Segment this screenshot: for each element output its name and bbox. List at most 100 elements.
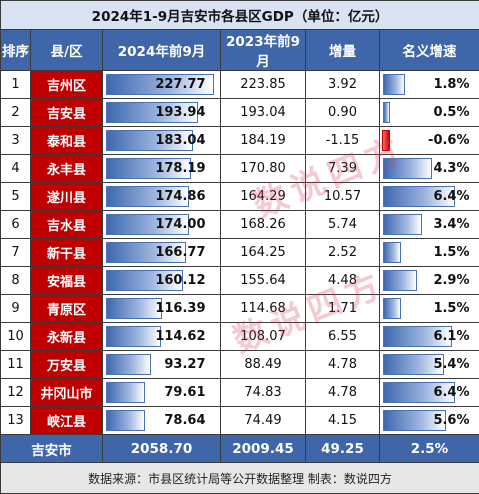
growth-rate-cell: 0.5% (379, 98, 479, 127)
gdp-bar (106, 214, 189, 235)
county-name-cell: 泰和县 (30, 126, 103, 155)
footer-row: 数据来源：市县区统计局等公开数据整理 制表：数说四方 (0, 462, 479, 494)
table-row: 12 井冈山市 79.61 74.83 4.78 6.4% (0, 378, 479, 407)
value-2024: 116.39 (155, 301, 206, 316)
header-2024: 2024年前9月 (102, 29, 221, 71)
value-2024-cell: 116.39 (102, 294, 221, 323)
gdp-bar (106, 102, 198, 123)
total-2024: 2058.70 (102, 434, 221, 463)
gdp-bar (106, 270, 183, 291)
increase-cell: 4.78 (305, 378, 380, 407)
rank-cell: 3 (0, 126, 31, 155)
growth-rate-cell: 5.6% (379, 406, 479, 435)
growth-bar (383, 270, 417, 291)
growth-rate: -0.6% (428, 133, 470, 148)
growth-rate-cell: 6.1% (379, 322, 479, 351)
growth-rate-cell: 6.4% (379, 378, 479, 407)
county-name-cell: 青原区 (30, 294, 103, 323)
county-name-cell: 永新县 (30, 322, 103, 351)
growth-bar (383, 298, 401, 319)
value-2024: 227.77 (155, 77, 206, 92)
growth-rate-cell: 5.4% (379, 350, 479, 379)
value-2024-cell: 160.12 (102, 266, 221, 295)
rank-cell: 8 (0, 266, 31, 295)
value-2023-cell: 88.49 (220, 350, 306, 379)
value-2023-cell: 74.83 (220, 378, 306, 407)
value-2024-cell: 178.19 (102, 154, 221, 183)
growth-bar (382, 130, 390, 151)
county-name-cell: 新干县 (30, 238, 103, 267)
county-name-cell: 吉州区 (30, 70, 103, 99)
value-2024-cell: 93.27 (102, 350, 221, 379)
growth-rate-cell: 1.5% (379, 238, 479, 267)
header-county: 县/区 (30, 29, 103, 71)
table-row: 11 万安县 93.27 88.49 4.78 5.4% (0, 350, 479, 379)
value-2023-cell: 223.85 (220, 70, 306, 99)
header-growth: 名义增速 (379, 29, 479, 71)
value-2023-cell: 184.19 (220, 126, 306, 155)
value-2024-cell: 114.62 (102, 322, 221, 351)
title-row: 2024年1-9月吉安市各县区GDP（单位：亿元） (0, 0, 479, 30)
total-rate: 2.5% (379, 434, 479, 463)
growth-rate: 5.4% (433, 357, 470, 372)
rank-cell: 1 (0, 70, 31, 99)
increase-cell: 10.57 (305, 182, 380, 211)
growth-rate: 1.5% (433, 301, 470, 316)
value-2023-cell: 155.64 (220, 266, 306, 295)
table-row: 4 永丰县 178.19 170.80 7.39 4.3% (0, 154, 479, 183)
value-2024-cell: 174.00 (102, 210, 221, 239)
value-2023-cell: 168.26 (220, 210, 306, 239)
increase-cell: 7.39 (305, 154, 380, 183)
growth-rate: 0.5% (433, 105, 470, 120)
value-2024: 93.27 (164, 357, 206, 372)
increase-cell: 2.52 (305, 238, 380, 267)
increase-cell: 4.15 (305, 406, 380, 435)
value-2023-cell: 164.25 (220, 238, 306, 267)
growth-bar (383, 74, 405, 95)
increase-cell: 4.48 (305, 266, 380, 295)
growth-bar (383, 382, 455, 403)
growth-rate: 4.3% (433, 161, 470, 176)
value-2024: 78.64 (164, 413, 206, 428)
value-2024: 166.77 (155, 245, 206, 260)
table-row: 13 峡江县 78.64 74.49 4.15 5.6% (0, 406, 479, 435)
value-2024-cell: 78.64 (102, 406, 221, 435)
growth-bar (383, 186, 455, 207)
growth-rate-cell: -0.6% (379, 126, 479, 155)
increase-cell: 3.92 (305, 70, 380, 99)
table-row: 7 新干县 166.77 164.25 2.52 1.5% (0, 238, 479, 267)
value-2024: 183.04 (155, 133, 206, 148)
county-name-cell: 峡江县 (30, 406, 103, 435)
header-rank: 排序 (0, 29, 31, 71)
gdp-bar (106, 74, 214, 95)
value-2023-cell: 114.68 (220, 294, 306, 323)
growth-bar (383, 326, 452, 347)
value-2024: 193.94 (155, 105, 206, 120)
increase-cell: -1.15 (305, 126, 380, 155)
county-name-cell: 永丰县 (30, 154, 103, 183)
growth-rate: 6.1% (433, 329, 470, 344)
county-name-cell: 吉安县 (30, 98, 103, 127)
table-row: 8 安福县 160.12 155.64 4.48 2.9% (0, 266, 479, 295)
table-row: 6 吉水县 174.00 168.26 5.74 3.4% (0, 210, 479, 239)
total-row: 吉安市 2058.70 2009.45 49.25 2.5% (0, 434, 479, 463)
growth-bar (383, 354, 444, 375)
value-2023-cell: 170.80 (220, 154, 306, 183)
increase-cell: 4.78 (305, 350, 380, 379)
value-2024: 174.86 (155, 189, 206, 204)
value-2024-cell: 193.94 (102, 98, 221, 127)
rank-cell: 9 (0, 294, 31, 323)
growth-bar (383, 102, 390, 123)
header-2023: 2023年前9月 (220, 29, 306, 71)
header-row: 排序 县/区 2024年前9月 2023年前9月 增量 名义增速 (0, 29, 479, 71)
total-name: 吉安市 (0, 434, 103, 463)
table-row: 9 青原区 116.39 114.68 1.71 1.5% (0, 294, 479, 323)
increase-cell: 0.90 (305, 98, 380, 127)
county-name-cell: 遂川县 (30, 182, 103, 211)
growth-rate: 2.9% (433, 273, 470, 288)
table-row: 2 吉安县 193.94 193.04 0.90 0.5% (0, 98, 479, 127)
increase-cell: 6.55 (305, 322, 380, 351)
county-name-cell: 井冈山市 (30, 378, 103, 407)
value-2024: 178.19 (155, 161, 206, 176)
